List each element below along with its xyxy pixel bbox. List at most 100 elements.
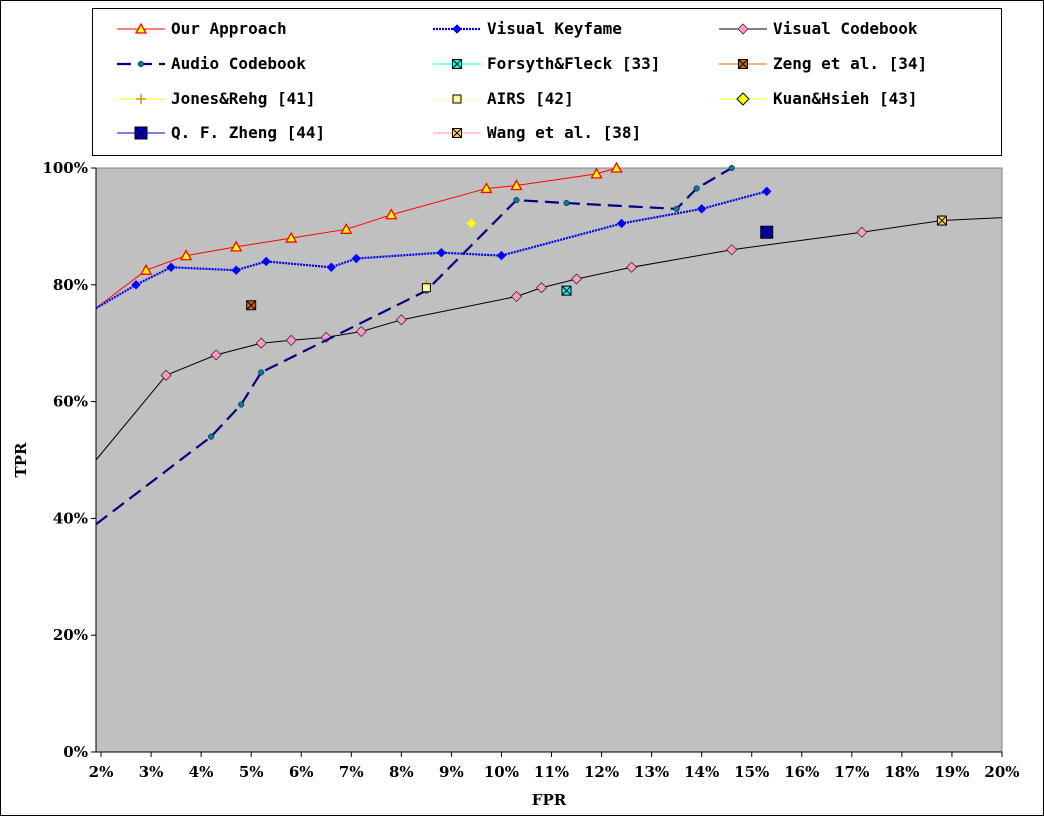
marker-dot xyxy=(728,164,735,172)
legend-entry-7: AIRS [42] xyxy=(433,89,574,108)
legend-entry-8: Kuan&Hsieh [43] xyxy=(719,89,918,108)
marker-triangle xyxy=(230,240,243,252)
y-axis-label: TPR xyxy=(12,442,30,477)
marker-triangle xyxy=(134,22,148,34)
marker-diamond xyxy=(737,23,749,35)
marker-diamond xyxy=(395,314,407,326)
marker-dot xyxy=(513,197,520,204)
marker-triangle xyxy=(139,263,153,275)
legend-label: Q. F. Zheng [44] xyxy=(171,123,325,142)
series-3 xyxy=(95,164,735,526)
marker-dot xyxy=(693,185,700,192)
marker-triangle xyxy=(340,222,353,234)
marker-cross xyxy=(760,225,774,239)
marker-cross xyxy=(561,285,572,296)
legend-label: Zeng et al. [34] xyxy=(773,54,927,73)
y-tick-label: 100% xyxy=(42,159,88,177)
x-tick-label: 10% xyxy=(484,763,519,781)
marker-triangle xyxy=(610,162,623,173)
y-tick-label: 60% xyxy=(53,393,88,411)
series-4 xyxy=(561,285,572,296)
x-tick-label: 11% xyxy=(534,763,569,781)
marker-square xyxy=(452,94,462,104)
legend-label: Jones&Rehg [41] xyxy=(171,89,316,108)
series-9 xyxy=(760,225,774,239)
series-2 xyxy=(95,214,1003,461)
marker-cross xyxy=(937,215,947,226)
marker-dot xyxy=(258,369,265,376)
legend-label: Visual Codebook xyxy=(773,19,918,38)
y-tick-label: 0% xyxy=(63,743,88,761)
legend-label: AIRS [42] xyxy=(487,89,574,108)
marker-diamond xyxy=(496,250,507,261)
legend-entry-0: Our Approach xyxy=(117,19,287,38)
marker-diamond xyxy=(466,218,477,229)
x-tick-label: 16% xyxy=(784,763,819,781)
marker-triangle xyxy=(510,179,523,191)
marker-cross xyxy=(452,128,462,138)
x-tick-label: 15% xyxy=(734,763,769,781)
x-tick-label: 7% xyxy=(339,763,364,781)
marker-x-square xyxy=(452,59,462,69)
x-tick-label: 3% xyxy=(139,763,164,781)
legend: Our Approach Visual Keyfame Visual Codeboo… xyxy=(92,8,1002,156)
marker-cross xyxy=(738,59,748,69)
x-tick-label: 8% xyxy=(389,763,414,781)
x-tick-label: 4% xyxy=(189,763,214,781)
marker-triangle xyxy=(385,208,398,220)
marker-diamond xyxy=(351,253,361,264)
series-5 xyxy=(246,300,257,311)
marker-triangle xyxy=(285,231,298,243)
series-8 xyxy=(466,218,477,229)
series-10 xyxy=(936,215,947,226)
marker-diamond xyxy=(210,349,222,361)
marker-x-square xyxy=(452,128,462,138)
marker-diamond xyxy=(231,265,241,275)
marker-square xyxy=(421,283,431,293)
marker-diamond xyxy=(131,280,141,290)
marker-diamond xyxy=(436,247,447,258)
marker-dot xyxy=(238,401,245,408)
marker-triangle xyxy=(590,167,603,179)
legend-entry-10: Wang et al. [38] xyxy=(433,123,641,142)
marker-diamond xyxy=(726,244,738,256)
x-tick-label: 12% xyxy=(584,763,619,781)
x-tick-label: 9% xyxy=(439,763,464,781)
marker-triangle xyxy=(179,249,193,261)
legend-entry-1: Visual Keyfame xyxy=(433,19,622,38)
marker-diamond xyxy=(452,24,462,34)
y-tick-label: 40% xyxy=(53,509,88,527)
series-line xyxy=(95,190,768,310)
legend-label: Audio Codebook xyxy=(171,54,306,73)
legend-label: Wang et al. [38] xyxy=(487,123,641,142)
legend-entry-6: Jones&Rehg [41] xyxy=(117,89,316,108)
marker-dot xyxy=(673,205,680,212)
marker-diamond xyxy=(510,290,523,303)
legend-entry-9: Q. F. Zheng [44] xyxy=(117,123,325,142)
marker-diamond xyxy=(166,262,176,272)
marker-x-square xyxy=(936,215,947,226)
marker-diamond xyxy=(570,273,583,285)
marker-dot xyxy=(208,433,215,440)
marker-diamond xyxy=(160,369,172,381)
y-tick-label: 20% xyxy=(53,626,88,644)
legend-entry-2: Visual Codebook xyxy=(719,19,918,38)
marker-diamond xyxy=(261,256,271,267)
marker-x-square xyxy=(738,59,748,69)
x-axis-label: FPR xyxy=(532,791,567,809)
x-tick-label: 14% xyxy=(684,763,719,781)
marker-star xyxy=(136,94,146,104)
series-0 xyxy=(95,162,623,309)
legend-label: Forsyth&Fleck [33] xyxy=(487,54,660,73)
marker-dot xyxy=(563,199,570,207)
series-line xyxy=(95,167,733,526)
x-tick-label: 13% xyxy=(634,763,669,781)
x-tick-label: 5% xyxy=(239,763,264,781)
marker-diamond xyxy=(696,204,707,214)
marker-diamond xyxy=(616,218,627,229)
marker-diamond xyxy=(326,262,336,272)
marker-cross xyxy=(452,59,462,69)
x-tick-label: 19% xyxy=(934,763,969,781)
legend-label: Visual Keyfame xyxy=(487,19,622,38)
